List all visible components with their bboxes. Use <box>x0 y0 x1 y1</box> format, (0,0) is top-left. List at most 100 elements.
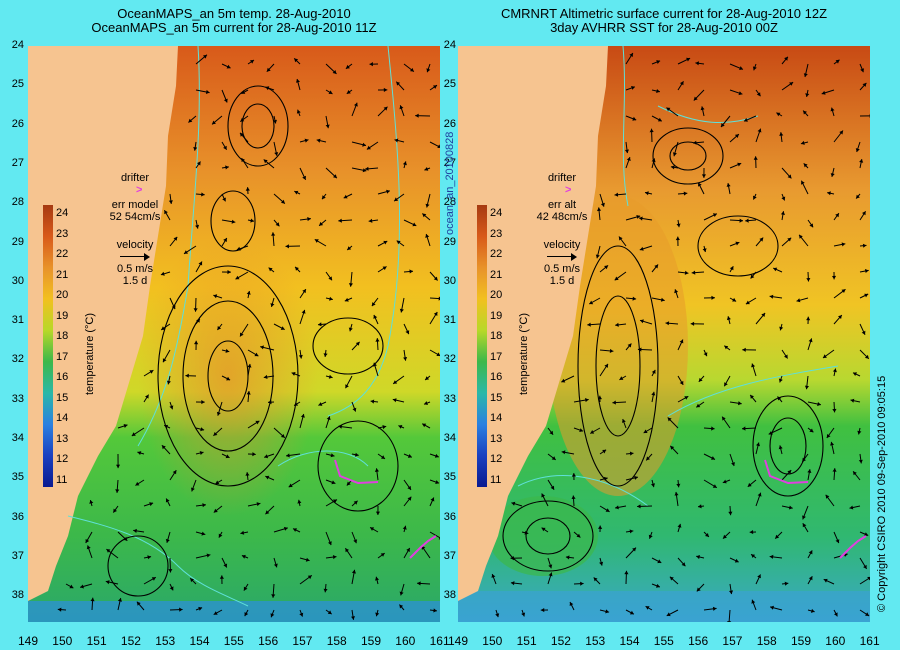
velocity-arrowhead <box>326 416 331 421</box>
velocity-arrowhead <box>751 554 756 558</box>
velocity-arrowhead <box>273 563 278 568</box>
longitude-tick-label: 153 <box>585 634 606 648</box>
warm-eddy <box>138 236 318 516</box>
right-colorbar-label: temperature (°C) <box>518 312 530 395</box>
velocity-arrowhead <box>757 128 762 133</box>
velocity-arrowhead <box>169 405 174 410</box>
velocity-arrowhead <box>749 530 754 535</box>
velocity-arrowhead <box>294 402 299 406</box>
velocity-arrowhead <box>855 148 860 152</box>
velocity-arrowhead <box>344 297 349 302</box>
latitude-tick-label: 26 <box>11 117 24 130</box>
velocity-arrowhead <box>366 145 371 150</box>
australia-coastline <box>458 46 608 601</box>
latitude-tick-label: 32 <box>11 353 24 366</box>
velocity-arrowhead <box>604 265 609 270</box>
velocity-arrowhead <box>438 296 440 301</box>
velocity-arrowhead <box>752 66 757 71</box>
velocity-arrowhead <box>705 533 709 537</box>
velocity-arrowhead <box>286 453 290 458</box>
velocity-arrowhead <box>105 580 110 585</box>
latitude-tick-label: 38 <box>11 589 24 602</box>
velocity-arrowhead <box>137 451 142 455</box>
velocity-arrowhead <box>565 555 570 560</box>
velocity-arrowhead <box>830 107 835 112</box>
velocity-arrowhead <box>776 112 781 117</box>
velocity-arrowhead <box>213 432 218 436</box>
right-colorbar <box>477 205 487 487</box>
velocity-arrowhead <box>354 452 359 457</box>
velocity-arrowhead <box>223 563 228 568</box>
latitude-tick-label: 35 <box>443 471 456 484</box>
colorbar-tick-label: 24 <box>490 207 503 219</box>
cold-eddy-patch <box>488 496 598 576</box>
velocity-arrowhead <box>392 398 397 403</box>
velocity-arrowhead <box>802 515 806 520</box>
velocity-arrowhead <box>834 612 838 617</box>
colorbar-tick-label: 18 <box>56 330 69 342</box>
velocity-arrowhead <box>636 215 641 219</box>
velocity-arrowhead <box>670 165 675 170</box>
velocity-arrowhead <box>651 391 656 396</box>
velocity-arrowhead <box>235 275 240 280</box>
left-colorbar <box>43 205 53 487</box>
longitude-tick-label: 159 <box>361 634 382 648</box>
velocity-arrowhead <box>330 453 335 458</box>
longitude-tick-label: 157 <box>292 634 313 648</box>
velocity-arrowhead <box>425 376 430 380</box>
velocity-arrowhead <box>817 402 821 407</box>
velocity-arrowhead <box>202 503 206 508</box>
velocity-arrowhead <box>576 533 581 538</box>
velocity-arrowhead <box>268 267 273 272</box>
velocity-arrowhead <box>540 608 545 613</box>
velocity-arrowhead <box>151 577 156 581</box>
colorbar-tick-label: 19 <box>490 309 503 322</box>
velocity-arrowhead <box>835 539 840 544</box>
velocity-arrowhead <box>252 452 256 457</box>
velocity-arrowhead <box>346 90 351 94</box>
latitude-tick-label: 30 <box>443 274 456 287</box>
velocity-arrowhead <box>698 377 703 382</box>
velocity-arrowhead <box>291 372 296 376</box>
velocity-arrowhead <box>123 424 128 428</box>
velocity-arrowhead <box>240 117 245 122</box>
velocity-arrowhead <box>199 451 204 455</box>
velocity-arrowhead <box>131 432 136 436</box>
colorbar-tick-label: 21 <box>490 268 503 281</box>
velocity-arrowhead <box>693 140 697 145</box>
velocity-arrowhead <box>206 553 211 558</box>
velocity-arrowhead <box>806 278 811 282</box>
velocity-arrowhead <box>433 312 438 316</box>
velocity-arrowhead <box>115 489 120 493</box>
velocity-arrowhead <box>727 621 732 622</box>
longitude-tick-label: 159 <box>791 634 812 648</box>
velocity-arrowhead <box>403 357 408 361</box>
velocity-arrowhead <box>724 382 728 387</box>
velocity-arrowhead <box>729 590 734 595</box>
velocity-arrowhead <box>375 612 380 617</box>
left-title-line2: OceanMAPS_an 5m current for 28-Aug-2010 … <box>91 20 377 35</box>
colorbar-tick-label: 24 <box>56 207 69 219</box>
velocity-arrowhead <box>735 241 740 246</box>
velocity-arrowhead <box>399 105 404 110</box>
velocity-arrowhead <box>639 216 643 221</box>
velocity-arrowhead <box>865 612 870 616</box>
velocity-arrowhead <box>665 321 670 326</box>
velocity-arrowhead <box>864 354 869 359</box>
velocity-arrowhead <box>375 338 380 342</box>
velocity-arrowhead <box>433 608 437 613</box>
latitude-tick-label: 36 <box>11 510 24 523</box>
velocity-arrowhead <box>405 330 410 335</box>
velocity-arrowhead <box>236 246 241 251</box>
velocity-arrowhead <box>809 223 814 228</box>
velocity-arrowhead <box>117 598 122 602</box>
velocity-arrowhead <box>135 481 140 486</box>
left-title-line1: OceanMAPS_an 5m temp. 28-Aug-2010 <box>117 6 351 21</box>
velocity-arrowhead <box>294 190 299 195</box>
velocity-arrowhead <box>860 68 864 73</box>
velocity-arrowhead <box>827 191 831 196</box>
velocity-arrowhead <box>832 408 837 413</box>
duration-label: 1.5 d <box>549 275 575 287</box>
velocity-arrowhead <box>830 173 835 177</box>
latitude-tick-label: 36 <box>443 510 456 523</box>
